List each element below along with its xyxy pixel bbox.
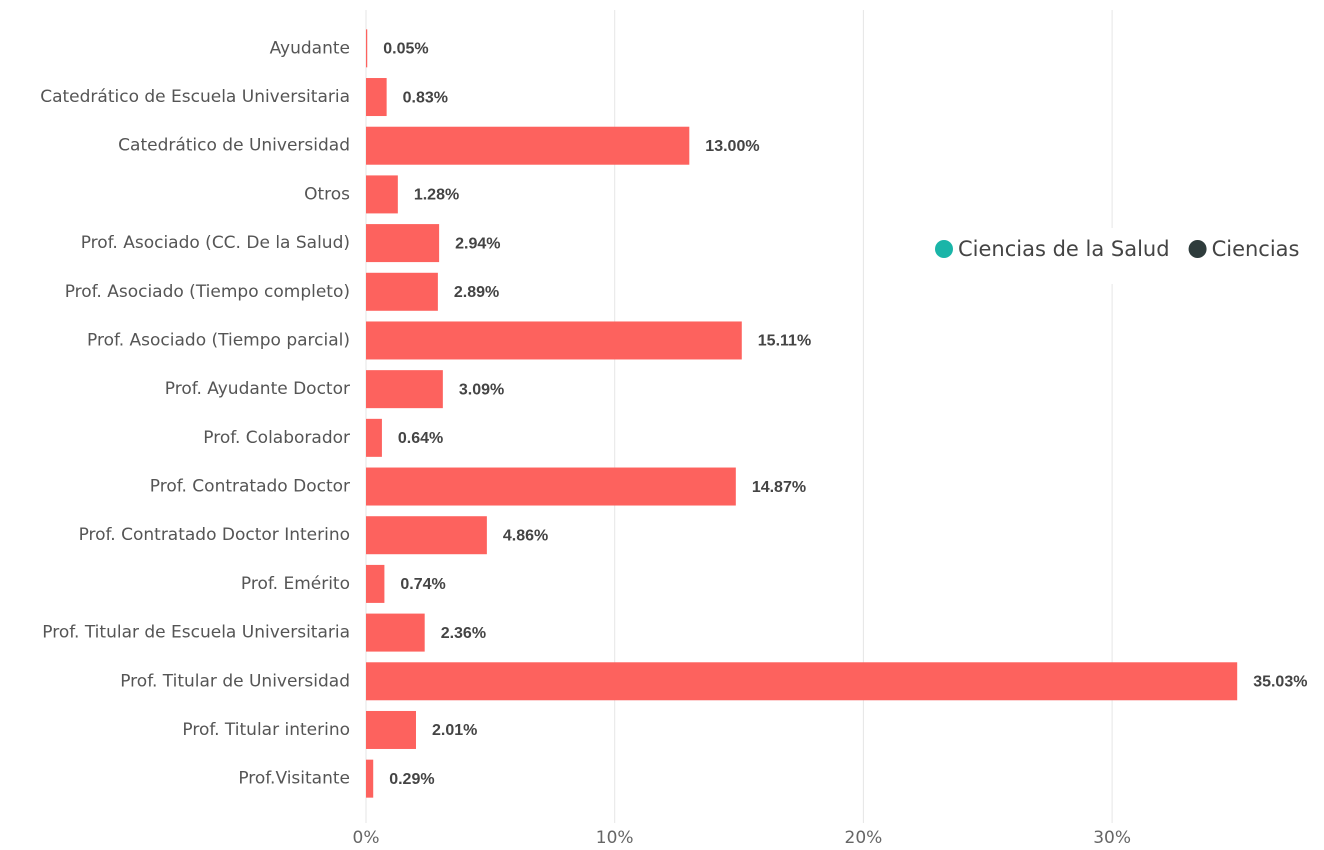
category-label: Prof. Ayudante Doctor xyxy=(165,379,350,399)
bar xyxy=(366,175,398,214)
bar xyxy=(366,467,736,506)
bar xyxy=(366,710,416,749)
bar xyxy=(366,272,438,311)
bar xyxy=(366,370,443,409)
bar xyxy=(366,418,382,457)
data-label: 0.83% xyxy=(403,89,448,106)
data-label: 13.00% xyxy=(705,138,759,155)
data-label: 14.87% xyxy=(752,479,806,496)
category-label: Prof. Contratado Doctor xyxy=(150,477,350,497)
data-label: 0.64% xyxy=(398,430,443,447)
category-label: Prof.Visitante xyxy=(238,769,350,789)
category-label: Catedrático de Escuela Universitaria xyxy=(40,87,350,107)
data-label: 2.89% xyxy=(454,284,499,301)
x-tick-label: 10% xyxy=(596,828,634,848)
data-label: 2.01% xyxy=(432,722,477,739)
category-label: Otros xyxy=(304,184,350,204)
data-label: 0.05% xyxy=(383,41,428,58)
bar xyxy=(366,564,385,603)
legend-label: Ciencias de la Salud xyxy=(958,237,1170,261)
data-label: 4.86% xyxy=(503,527,548,544)
category-label: Prof. Titular de Escuela Universitaria xyxy=(42,623,350,643)
bar xyxy=(366,321,742,360)
x-tick-label: 20% xyxy=(845,828,883,848)
bar xyxy=(366,759,374,798)
category-label: Prof. Contratado Doctor Interino xyxy=(79,525,350,545)
data-label: 15.11% xyxy=(758,333,811,350)
bar xyxy=(366,126,690,165)
x-tick-label: 0% xyxy=(353,828,380,848)
bar xyxy=(366,516,487,555)
bar xyxy=(366,29,368,68)
category-label: Prof. Titular interino xyxy=(182,720,350,740)
data-label: 35.03% xyxy=(1253,674,1307,691)
data-label: 3.09% xyxy=(459,381,504,398)
legend-marker xyxy=(935,240,953,258)
legend-background xyxy=(926,228,1324,284)
bar xyxy=(366,662,1238,701)
category-label: Prof. Asociado (Tiempo parcial) xyxy=(87,330,350,350)
data-label: 0.74% xyxy=(400,576,445,593)
category-label: Prof. Asociado (Tiempo completo) xyxy=(65,282,350,302)
legend-label: Ciencias xyxy=(1212,237,1300,261)
category-label: Prof. Titular de Universidad xyxy=(120,671,350,691)
bar xyxy=(366,224,440,263)
category-label: Prof. Asociado (CC. De la Salud) xyxy=(81,233,350,253)
x-tick-label: 30% xyxy=(1093,828,1131,848)
legend-marker xyxy=(1188,240,1207,258)
data-label: 2.94% xyxy=(455,235,500,252)
data-label: 2.36% xyxy=(441,625,486,642)
category-label: Prof. Colaborador xyxy=(203,428,350,448)
category-label: Ayudante xyxy=(270,38,350,58)
data-label: 1.28% xyxy=(414,187,459,204)
bar xyxy=(366,78,387,117)
data-label: 0.29% xyxy=(389,771,434,788)
bar xyxy=(366,613,425,652)
category-label: Catedrático de Universidad xyxy=(118,136,350,156)
category-label: Prof. Emérito xyxy=(241,574,350,594)
